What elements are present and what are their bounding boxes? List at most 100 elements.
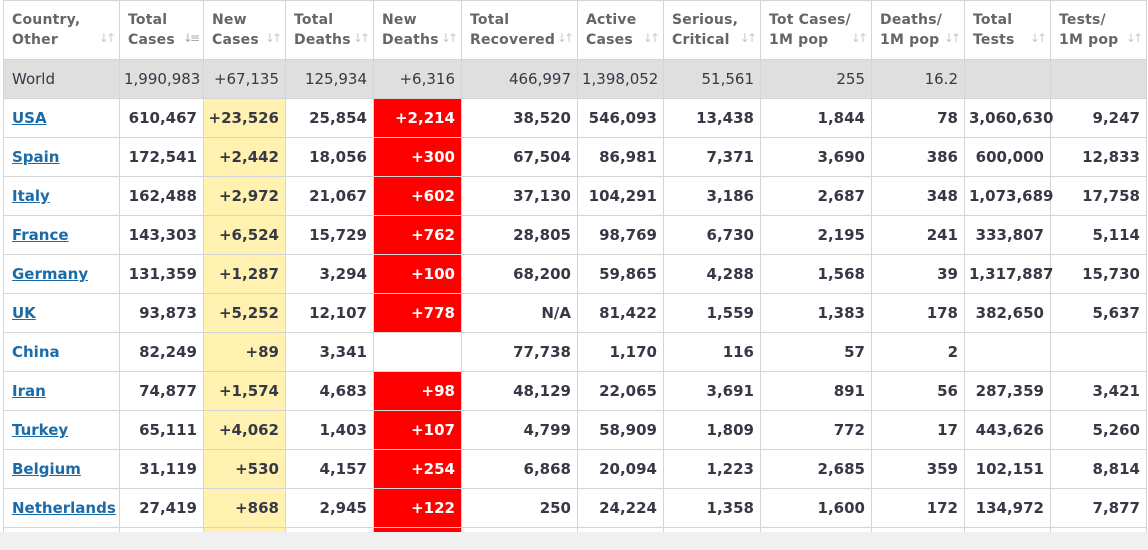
cell-new-deaths: +2,214 xyxy=(373,98,462,138)
cell-total-tests: 333,807 xyxy=(964,215,1051,255)
cell-total-cases: 74,877 xyxy=(119,371,204,411)
table-body: World 1,990,983 +67,135 125,934 +6,316 466,99… xyxy=(3,59,1147,542)
cell-new-deaths: +254 xyxy=(373,449,462,489)
table-row: Netherlands 27,419 +868 2,945 +122 250 24,224 1… xyxy=(3,488,1147,528)
cell-active-cases: 98,769 xyxy=(577,215,664,255)
cell-serious-critical: 1,809 xyxy=(663,410,761,450)
country-link[interactable]: Italy xyxy=(12,187,50,205)
table-row: Spain 172,541 +2,442 18,056 +300 67,504 86,981… xyxy=(3,137,1147,177)
table-row: Iran 74,877 +1,574 4,683 +98 48,129 22,065 3,69… xyxy=(3,371,1147,411)
cell-tests-per-1m xyxy=(1050,332,1147,372)
header-label-line2: Cases xyxy=(586,32,633,48)
column-header-total-tests[interactable]: Total Tests ↓↑ xyxy=(964,0,1051,60)
country-link[interactable]: Germany xyxy=(12,265,89,283)
column-header-deaths-per-1m[interactable]: Deaths/1M pop ↓↑ xyxy=(871,0,965,60)
header-row: Country, Other ↓↑ Total Cases ↓≡ New Cases ↓↑ Tot… xyxy=(3,0,1147,60)
header-label-line2: Cases xyxy=(212,32,259,48)
cell-cases-per-1m: 1,600 xyxy=(760,488,872,528)
cell-total-cases: 27,419 xyxy=(119,488,204,528)
cell-new-deaths: +100 xyxy=(373,254,462,294)
country-link[interactable]: Spain xyxy=(12,148,60,166)
cell-tests-per-1m: 15,730 xyxy=(1050,254,1147,294)
cell-country: Italy xyxy=(3,176,120,216)
header-label-line2: Recovered xyxy=(470,32,556,48)
cell-total-deaths: 12,107 xyxy=(285,293,374,333)
column-header-active-cases[interactable]: Active Cases ↓↑ xyxy=(577,0,664,60)
cell-total-recovered: 48,129 xyxy=(461,371,578,411)
cell-serious-critical: 7,371 xyxy=(663,137,761,177)
sort-arrows-icon[interactable]: ↓↑ xyxy=(1125,31,1143,45)
cell-total-tests: 600,000 xyxy=(964,137,1051,177)
cell-total-tests: 287,359 xyxy=(964,371,1051,411)
header-label-line1: Active xyxy=(586,12,637,28)
cell-total-tests: 1,073,689 xyxy=(964,176,1053,216)
cell-serious-critical: 1,358 xyxy=(663,488,761,528)
cell-country: Iran xyxy=(3,371,120,411)
column-header-total-cases[interactable]: Total Cases ↓≡ xyxy=(119,0,204,60)
cell-total-tests xyxy=(964,332,1051,372)
cell-total-deaths: 4,157 xyxy=(285,449,374,489)
cell-total-recovered: 77,738 xyxy=(461,332,578,372)
cell-total-tests: 3,060,630 xyxy=(964,98,1053,138)
header-label-line2: Other xyxy=(12,32,58,48)
header-label-line1: Total xyxy=(294,12,334,28)
column-header-tests-per-1m[interactable]: Tests/1M pop ↓↑ xyxy=(1050,0,1147,60)
cell-deaths-per-1m: 56 xyxy=(871,371,965,411)
sort-arrows-icon[interactable]: ↓↑ xyxy=(943,31,961,45)
column-header-total-deaths[interactable]: Total Deaths ↓↑ xyxy=(285,0,374,60)
sort-arrows-icon[interactable]: ↓↑ xyxy=(440,31,458,45)
column-header-new-deaths[interactable]: New Deaths ↓↑ xyxy=(373,0,462,60)
sort-arrows-icon[interactable]: ↓↑ xyxy=(642,31,660,45)
sort-arrows-icon[interactable]: ↓↑ xyxy=(739,31,757,45)
cell-deaths-per-1m: 172 xyxy=(871,488,965,528)
cell-new-deaths xyxy=(373,332,462,372)
country-link[interactable]: UK xyxy=(12,304,36,322)
world-row: World 1,990,983 +67,135 125,934 +6,316 466,99… xyxy=(3,59,1147,99)
horizontal-scrollbar[interactable] xyxy=(0,532,1148,550)
cell-tests-per-1m: 5,637 xyxy=(1050,293,1147,333)
cell-new-cases: +6,524 xyxy=(203,215,286,255)
cell-tests-per-1m: 7,877 xyxy=(1050,488,1147,528)
cell-total-tests: 102,151 xyxy=(964,449,1051,489)
column-header-cases-per-1m[interactable]: Tot Cases/1M pop ↓↑ xyxy=(760,0,872,60)
column-header-new-cases[interactable]: New Cases ↓↑ xyxy=(203,0,286,60)
cell-total-recovered: N/A xyxy=(461,293,578,333)
cell-serious-critical: 13,438 xyxy=(663,98,761,138)
country-link[interactable]: USA xyxy=(12,109,47,127)
country-link[interactable]: Belgium xyxy=(12,460,81,478)
column-header-serious-critical[interactable]: Serious, Critical ↓↑ xyxy=(663,0,761,60)
sort-arrows-icon[interactable]: ↓↑ xyxy=(556,31,574,45)
sort-arrows-icon[interactable]: ↓↑ xyxy=(850,31,868,45)
cell-country: USA xyxy=(3,98,120,138)
cell-deaths-per-1m: 2 xyxy=(871,332,965,372)
sort-descending-icon[interactable]: ↓≡ xyxy=(182,31,200,45)
country-name: China xyxy=(12,343,60,361)
cell-total-recovered: 68,200 xyxy=(461,254,578,294)
cell-tests-per-1m: 5,114 xyxy=(1050,215,1147,255)
cell-new-deaths: +122 xyxy=(373,488,462,528)
column-header-total-recovered[interactable]: Total Recovered ↓↑ xyxy=(461,0,578,60)
sort-arrows-icon[interactable]: ↓↑ xyxy=(264,31,282,45)
sort-arrows-icon[interactable]: ↓↑ xyxy=(98,31,116,45)
country-link[interactable]: Iran xyxy=(12,382,46,400)
cell-new-cases: +67,135 xyxy=(203,59,286,99)
cell-cases-per-1m: 2,685 xyxy=(760,449,872,489)
sort-arrows-icon[interactable]: ↓↑ xyxy=(352,31,370,45)
cell-tests-per-1m: 5,260 xyxy=(1050,410,1147,450)
country-link[interactable]: France xyxy=(12,226,69,244)
cell-new-deaths: +6,316 xyxy=(373,59,462,99)
cell-new-cases: +89 xyxy=(203,332,286,372)
cell-total-recovered: 67,504 xyxy=(461,137,578,177)
column-header-country[interactable]: Country, Other ↓↑ xyxy=(3,0,120,60)
cell-cases-per-1m: 1,844 xyxy=(760,98,872,138)
cell-country: Germany xyxy=(3,254,120,294)
cell-total-recovered: 4,799 xyxy=(461,410,578,450)
country-link[interactable]: Turkey xyxy=(12,421,69,439)
cell-total-deaths: 3,341 xyxy=(285,332,374,372)
country-link[interactable]: Netherlands xyxy=(12,499,116,517)
cell-total-cases: 31,119 xyxy=(119,449,204,489)
cell-total-cases: 131,359 xyxy=(119,254,204,294)
table-row: Belgium 31,119 +530 4,157 +254 6,868 20,094 1,2… xyxy=(3,449,1147,489)
sort-arrows-icon[interactable]: ↓↑ xyxy=(1029,31,1047,45)
